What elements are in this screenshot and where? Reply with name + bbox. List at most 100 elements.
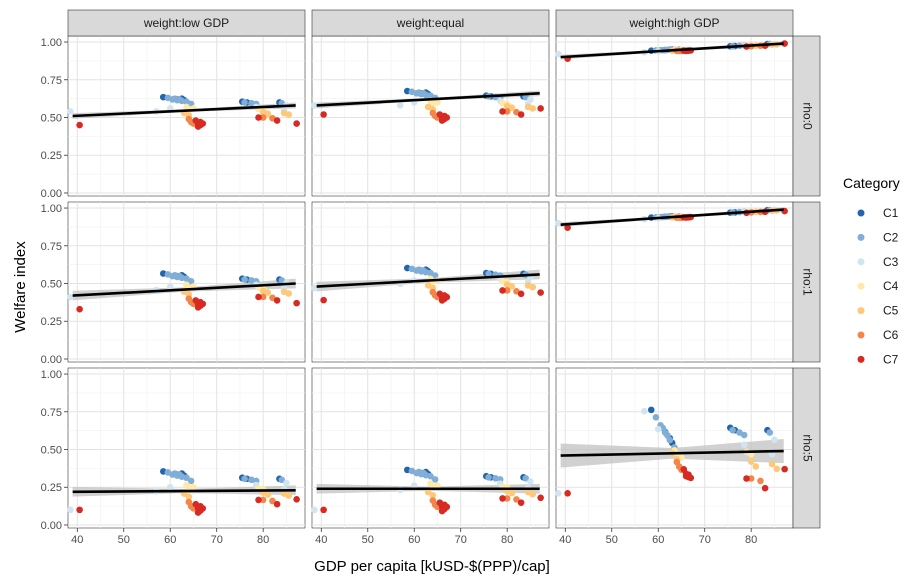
data-point	[654, 425, 662, 433]
x-tick-label: 80	[501, 534, 513, 546]
data-point	[555, 50, 562, 58]
data-point	[761, 484, 769, 492]
panel-data-0-1	[67, 270, 300, 313]
data-point	[564, 489, 571, 497]
y-tick-label: 1.00	[41, 37, 62, 49]
data-point	[537, 105, 544, 112]
x-axis-title: GDP per capita [kUSD-$(PPP)/cap]	[314, 558, 550, 575]
column-strip-label: weight:low GDP	[143, 16, 229, 30]
panel-data-2-0	[555, 40, 788, 62]
y-tick-label: 0.75	[41, 75, 62, 87]
data-point	[666, 436, 674, 444]
data-point	[255, 114, 262, 121]
data-point	[311, 102, 318, 109]
data-point	[499, 287, 506, 294]
data-point	[283, 479, 290, 487]
data-point	[199, 505, 207, 512]
data-point	[427, 472, 434, 480]
panel-frame	[311, 367, 550, 529]
data-point	[499, 495, 506, 502]
data-point	[537, 494, 544, 502]
data-point	[766, 429, 774, 436]
data-point	[259, 293, 267, 301]
data-point	[522, 475, 530, 482]
column-strip-label: weight:equal	[396, 16, 464, 30]
data-point	[757, 477, 764, 485]
data-point	[293, 496, 300, 503]
data-point	[187, 477, 195, 485]
panel-1-0	[311, 35, 550, 197]
x-tick-label: 50	[362, 534, 374, 546]
panel-data-1-2	[311, 466, 544, 515]
data-point	[241, 276, 248, 283]
legend-title: Category	[843, 175, 900, 191]
data-point	[513, 496, 520, 503]
column-strip-background	[67, 9, 306, 37]
trend-line	[72, 488, 296, 494]
data-point	[555, 489, 562, 497]
data-point	[285, 111, 293, 118]
panel-data-0-0	[67, 93, 300, 130]
data-point	[264, 491, 272, 498]
data-point	[199, 300, 207, 308]
data-point	[508, 283, 516, 290]
data-point	[508, 489, 516, 497]
panel-frame	[311, 35, 550, 197]
data-point	[740, 441, 748, 448]
trend-line	[72, 282, 296, 297]
x-tick-label: 80	[745, 534, 757, 546]
panel-data-2-2	[555, 406, 788, 497]
data-point	[747, 475, 755, 482]
data-point	[529, 490, 537, 498]
x-tick-label: 50	[118, 534, 130, 546]
column-strip-label: weight:high GDP	[628, 16, 719, 30]
legend-swatch	[857, 209, 865, 217]
column-strip: weight:high GDP	[555, 9, 794, 37]
row-strip: rho:5	[792, 367, 821, 529]
data-point	[273, 500, 281, 508]
data-point	[264, 110, 272, 118]
data-point	[255, 496, 262, 504]
data-point	[76, 121, 83, 129]
data-point	[255, 293, 262, 301]
data-point	[273, 117, 281, 124]
data-point	[517, 111, 525, 118]
data-point	[241, 475, 248, 483]
y-tick-label: 0.75	[41, 241, 62, 253]
x-tick-label: 60	[408, 534, 420, 546]
x-tick-label: 40	[71, 534, 83, 546]
trend-line	[560, 208, 784, 226]
x-tick-label: 60	[164, 534, 176, 546]
data-point	[190, 483, 197, 491]
legend: Category C1 C2 C3 C4 C5 C6 C7	[843, 175, 900, 366]
data-point	[652, 413, 660, 421]
axes-layer: 0.00 0.25 0.50 0.75 1.00 0.00 0.25 0.50 0.75 1.00…	[41, 37, 758, 546]
data-point	[67, 506, 74, 514]
data-point	[773, 465, 781, 473]
row-strip-label: rho:0	[800, 102, 814, 130]
column-strip: weight:low GDP	[67, 9, 306, 37]
legend-label: C2	[883, 230, 899, 244]
data-point	[503, 287, 511, 294]
data-point	[429, 491, 437, 499]
panel-2-1	[555, 201, 794, 363]
data-point	[768, 451, 776, 458]
panel-2-0	[555, 35, 794, 197]
data-point	[555, 219, 562, 227]
x-tick-label: 40	[559, 534, 571, 546]
trend-line	[560, 42, 784, 59]
y-tick-label: 0.00	[41, 188, 62, 200]
data-point	[241, 99, 248, 106]
data-point	[278, 476, 286, 484]
row-strip-background	[792, 367, 821, 529]
panel-frame	[555, 35, 794, 197]
data-point	[293, 120, 300, 127]
data-point	[687, 474, 695, 482]
x-tick-label: 70	[699, 534, 711, 546]
data-point	[743, 475, 750, 482]
y-tick-label: 0.00	[41, 354, 62, 366]
data-point	[76, 305, 83, 313]
data-point	[431, 476, 439, 483]
column-strip-background	[555, 9, 794, 37]
y-tick-label: 0.00	[41, 520, 62, 532]
